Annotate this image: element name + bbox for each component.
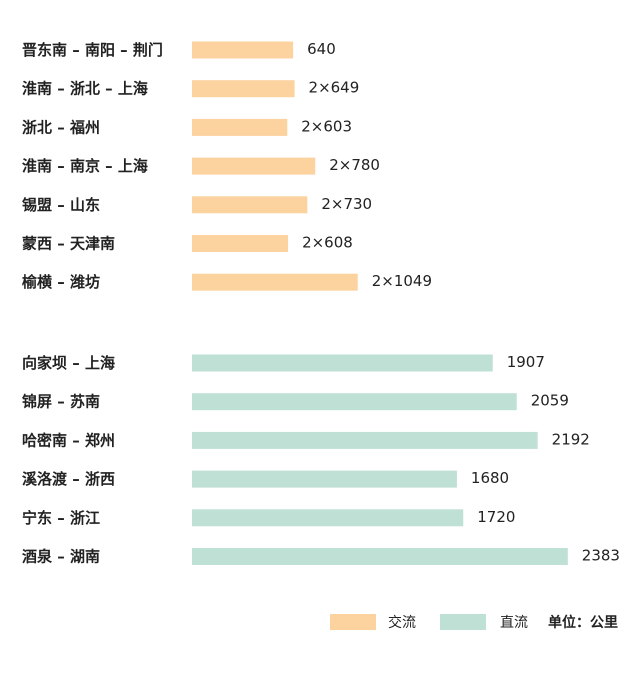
ac-bar [192,273,358,291]
ac-bar [192,235,289,252]
ac-value-label: 640 [307,40,336,58]
dc-value-label: 1680 [471,469,509,487]
dc-category-label: 向家坝 – 上海 [22,354,115,372]
dc-value-label: 1907 [507,353,545,371]
dc-category-label: 锦屏 – 苏南 [22,393,100,411]
unit-label: 单位：公里 [548,614,618,631]
ac-value-label: 2×649 [309,79,360,97]
ac-value-label: 2×603 [301,117,352,135]
ac-category-label: 蒙西 – 天津南 [22,235,115,253]
dc-category-label: 宁东 – 浙江 [22,509,100,527]
ac-bar [192,41,294,59]
dc-value-label: 2383 [582,547,620,565]
ac-value-label: 2×1049 [372,272,432,290]
legend-label-dc: 直流 [500,614,528,631]
legend-swatch-ac [330,614,376,630]
dc-category-label: 溪洛渡 – 浙西 [22,470,115,488]
ac-value-label: 2×780 [329,156,380,174]
dc-bar [192,354,493,372]
dc-bar [192,393,517,411]
dc-category-label: 哈密南 – 郑州 [22,431,115,449]
legend-label-ac: 交流 [388,614,416,631]
dc-value-label: 2059 [531,392,569,410]
dc-bar [192,509,464,527]
dc-category-label: 酒泉 – 湖南 [22,548,100,566]
legend-swatch-dc [440,614,486,630]
ac-bar [192,196,308,214]
ac-value-label: 2×730 [321,195,372,213]
ac-bar [192,80,295,98]
dc-bar [192,470,457,488]
dc-bar [192,431,538,449]
ac-bar [192,118,288,136]
ac-category-label: 淮南 – 南京 – 上海 [22,157,148,175]
ac-bar [192,157,316,175]
ac-category-label: 榆横 – 潍坊 [22,273,100,291]
dc-value-label: 1720 [477,508,515,526]
ac-category-label: 浙北 – 福州 [22,118,100,136]
ac-category-label: 锡盟 – 山东 [22,196,100,214]
dc-value-label: 2192 [552,430,590,448]
ac-value-label: 2×608 [302,234,353,252]
ac-category-label: 淮南 – 浙北 – 上海 [22,80,148,98]
dc-bar [192,548,568,565]
ac-category-label: 晋东南 – 南阳 – 荆门 [22,41,163,59]
